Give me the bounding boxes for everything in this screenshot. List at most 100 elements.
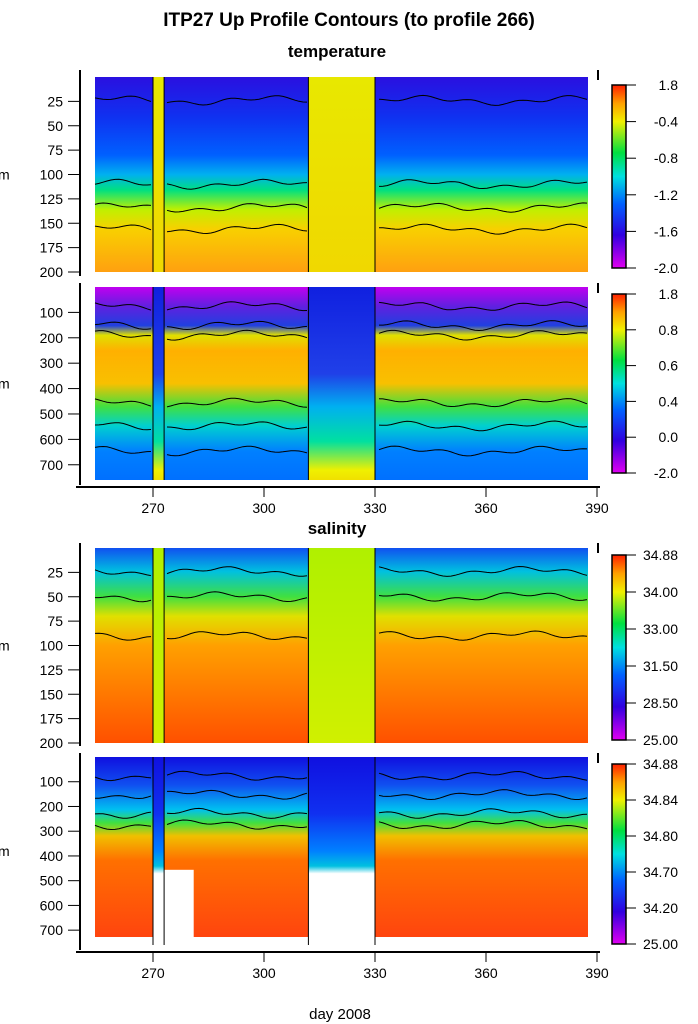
y-tick-label: 100 bbox=[40, 774, 64, 790]
panel-0: 25 50 75 100 125 150 175 200 m 1.8 -0.4 -0.8 -1.2 -1.… bbox=[0, 70, 678, 280]
y-tick-label: 500 bbox=[40, 406, 64, 422]
panel-3: 100 200 300 400 500 600 700 m 270 300 330 360 390 34.… bbox=[0, 753, 678, 981]
x-axis-label: day 2008 bbox=[309, 1006, 371, 1023]
colorbar-tick-label: 34.80 bbox=[643, 828, 678, 844]
y-axis-label: m bbox=[0, 638, 10, 654]
x-tick-label: 330 bbox=[363, 965, 387, 981]
y-tick-label: 700 bbox=[40, 922, 64, 938]
y-tick-label: 300 bbox=[40, 355, 64, 371]
colorbar bbox=[611, 554, 627, 741]
figure-title: ITP27 Up Profile Contours (to profile 26… bbox=[163, 10, 535, 31]
y-tick-label: 75 bbox=[47, 613, 63, 629]
heatmap-spike-region bbox=[153, 77, 165, 272]
colorbar-tick-label: 0.0 bbox=[659, 429, 679, 445]
y-tick-label: 150 bbox=[40, 215, 64, 231]
contour-line bbox=[94, 630, 588, 641]
contour-line bbox=[94, 770, 588, 782]
no-data-region bbox=[95, 937, 588, 945]
heatmap-gap-region bbox=[308, 548, 375, 743]
colorbar-tick-label: 31.50 bbox=[643, 658, 678, 674]
x-tick-label: 390 bbox=[585, 965, 609, 981]
contour-line bbox=[94, 94, 588, 106]
colorbar-tick-label: 34.20 bbox=[643, 900, 678, 916]
colorbar-tick-label: 0.4 bbox=[659, 393, 679, 409]
colorbar-tick-label: 34.00 bbox=[643, 584, 678, 600]
colorbar-tick-label: 0.6 bbox=[659, 358, 679, 374]
y-tick-label: 300 bbox=[40, 823, 64, 839]
contour-line bbox=[94, 397, 588, 408]
contour-line bbox=[94, 202, 588, 213]
contour-line bbox=[94, 807, 588, 819]
contour-line bbox=[94, 301, 588, 312]
contour-line bbox=[94, 223, 588, 235]
y-tick-label: 25 bbox=[47, 564, 63, 580]
colorbar-tick-label: -2.0 bbox=[654, 465, 678, 481]
contour-line bbox=[94, 819, 588, 831]
contour-line bbox=[94, 178, 588, 190]
y-tick-label: 600 bbox=[40, 897, 64, 913]
x-tick-label: 270 bbox=[141, 500, 165, 516]
y-tick-label: 175 bbox=[40, 240, 64, 256]
y-tick-label: 150 bbox=[40, 686, 64, 702]
y-tick-label: 50 bbox=[47, 589, 63, 605]
colorbar-tick-label: -1.2 bbox=[654, 187, 678, 203]
y-axis-label: m bbox=[0, 376, 10, 392]
colorbar-tick-label: 25.00 bbox=[643, 936, 678, 952]
y-tick-label: 125 bbox=[40, 191, 64, 207]
contour-line bbox=[94, 565, 588, 577]
colorbar-tick-label: 25.00 bbox=[643, 732, 678, 748]
x-tick-label: 360 bbox=[474, 500, 498, 516]
x-tick-label: 360 bbox=[474, 965, 498, 981]
colorbar bbox=[611, 84, 627, 269]
x-tick-label: 270 bbox=[141, 965, 165, 981]
panel-2: 25 50 75 100 125 150 175 200 m 34.88 34.00 33.00 31.… bbox=[0, 543, 678, 751]
heatmap-gap-region bbox=[308, 77, 375, 272]
y-tick-label: 125 bbox=[40, 662, 64, 678]
heatmap-spike-region bbox=[153, 548, 165, 743]
no-data-region bbox=[164, 869, 194, 945]
y-tick-label: 500 bbox=[40, 873, 64, 889]
contour-line bbox=[94, 789, 588, 801]
contour-line bbox=[94, 445, 588, 457]
colorbar-tick-label: 33.00 bbox=[643, 621, 678, 637]
y-tick-label: 400 bbox=[40, 848, 64, 864]
y-tick-label: 100 bbox=[40, 638, 64, 654]
colorbar bbox=[611, 293, 627, 474]
colorbar-tick-label: -2.0 bbox=[654, 260, 678, 276]
colorbar-tick-label: 0.8 bbox=[659, 322, 679, 338]
colorbar-tick-label: -1.6 bbox=[654, 223, 678, 239]
y-tick-label: 25 bbox=[47, 93, 63, 109]
y-tick-label: 100 bbox=[40, 167, 64, 183]
colorbar-tick-label: 28.50 bbox=[643, 695, 678, 711]
x-tick-label: 390 bbox=[585, 500, 609, 516]
temperature-section-title: temperature bbox=[288, 42, 386, 61]
heatmap-spike-region bbox=[153, 287, 165, 480]
heatmap-spike-region bbox=[153, 757, 165, 945]
y-tick-label: 200 bbox=[40, 330, 64, 346]
y-tick-label: 200 bbox=[40, 798, 64, 814]
y-tick-label: 100 bbox=[40, 304, 64, 320]
x-tick-label: 330 bbox=[363, 500, 387, 516]
y-tick-label: 200 bbox=[40, 264, 64, 280]
x-tick-label: 300 bbox=[252, 500, 276, 516]
x-tick-label: 300 bbox=[252, 965, 276, 981]
colorbar bbox=[611, 763, 627, 945]
y-axis-label: m bbox=[0, 843, 10, 859]
colorbar-tick-label: 1.8 bbox=[659, 77, 679, 93]
contour-line bbox=[95, 591, 588, 603]
y-tick-label: 700 bbox=[40, 457, 64, 473]
colorbar-tick-label: -0.8 bbox=[654, 150, 678, 166]
y-tick-label: 50 bbox=[47, 118, 63, 134]
colorbar-tick-label: 1.8 bbox=[659, 286, 679, 302]
contour-line bbox=[94, 420, 588, 432]
panel-1: 100 200 300 400 500 600 700 m 270 300 330 360 390 1.8… bbox=[0, 283, 678, 516]
y-tick-label: 400 bbox=[40, 381, 64, 397]
contour-line bbox=[94, 329, 588, 341]
heatmap-gap-region bbox=[308, 757, 375, 945]
colorbar-tick-label: 34.88 bbox=[643, 756, 678, 772]
colorbar-tick-label: 34.70 bbox=[643, 864, 678, 880]
colorbar-tick-label: 34.84 bbox=[643, 792, 678, 808]
colorbar-tick-label: 34.88 bbox=[643, 547, 678, 563]
heatmap-gap-region bbox=[308, 287, 375, 480]
